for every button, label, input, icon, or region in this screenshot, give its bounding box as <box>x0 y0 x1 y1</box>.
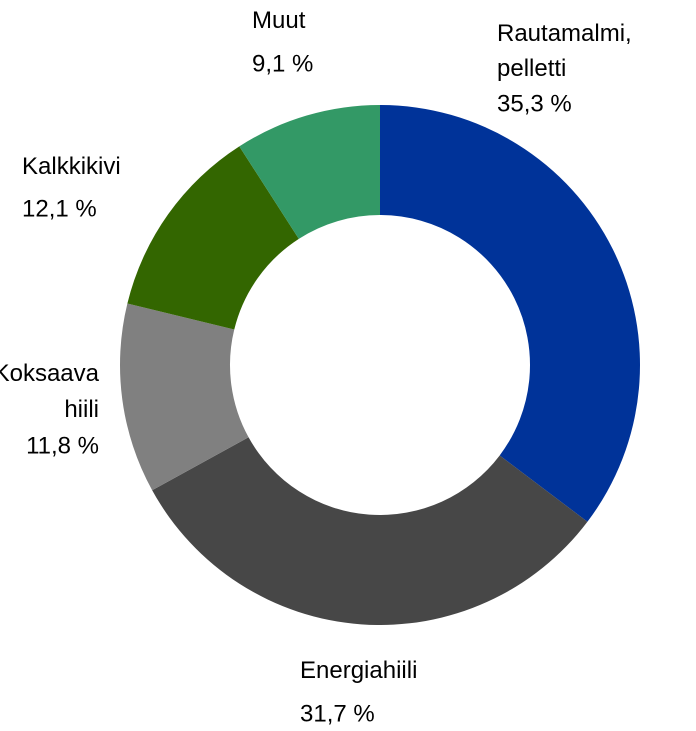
label-line: pelletti <box>497 55 566 82</box>
donut-segment <box>152 437 588 625</box>
value-label: 12,1 % <box>22 195 97 222</box>
category-label: Koksaava hiili <box>0 360 100 423</box>
value-label: 11,8 % <box>26 432 99 459</box>
label-line: Koksaava <box>0 360 100 387</box>
category-label: Energiahiili <box>300 657 417 684</box>
category-label: Kalkkikivi <box>22 153 121 180</box>
donut-segment <box>119 303 249 491</box>
donut-segment <box>239 105 380 239</box>
donut-segment <box>127 146 299 330</box>
value-label: 31,7 % <box>300 700 375 727</box>
label-line: Energiahiili <box>300 657 417 684</box>
label-line: Rautamalmi, <box>497 20 632 47</box>
label-line: Muut <box>252 7 306 34</box>
category-label: Muut <box>252 7 306 34</box>
value-label: 35,3 % <box>497 90 572 117</box>
value-label: 9,1 % <box>252 50 313 77</box>
donut-segment <box>380 105 640 522</box>
label-line: hiili <box>64 396 99 423</box>
category-label: Rautamalmi, pelletti <box>497 20 632 82</box>
label-line: Kalkkikivi <box>22 153 121 180</box>
